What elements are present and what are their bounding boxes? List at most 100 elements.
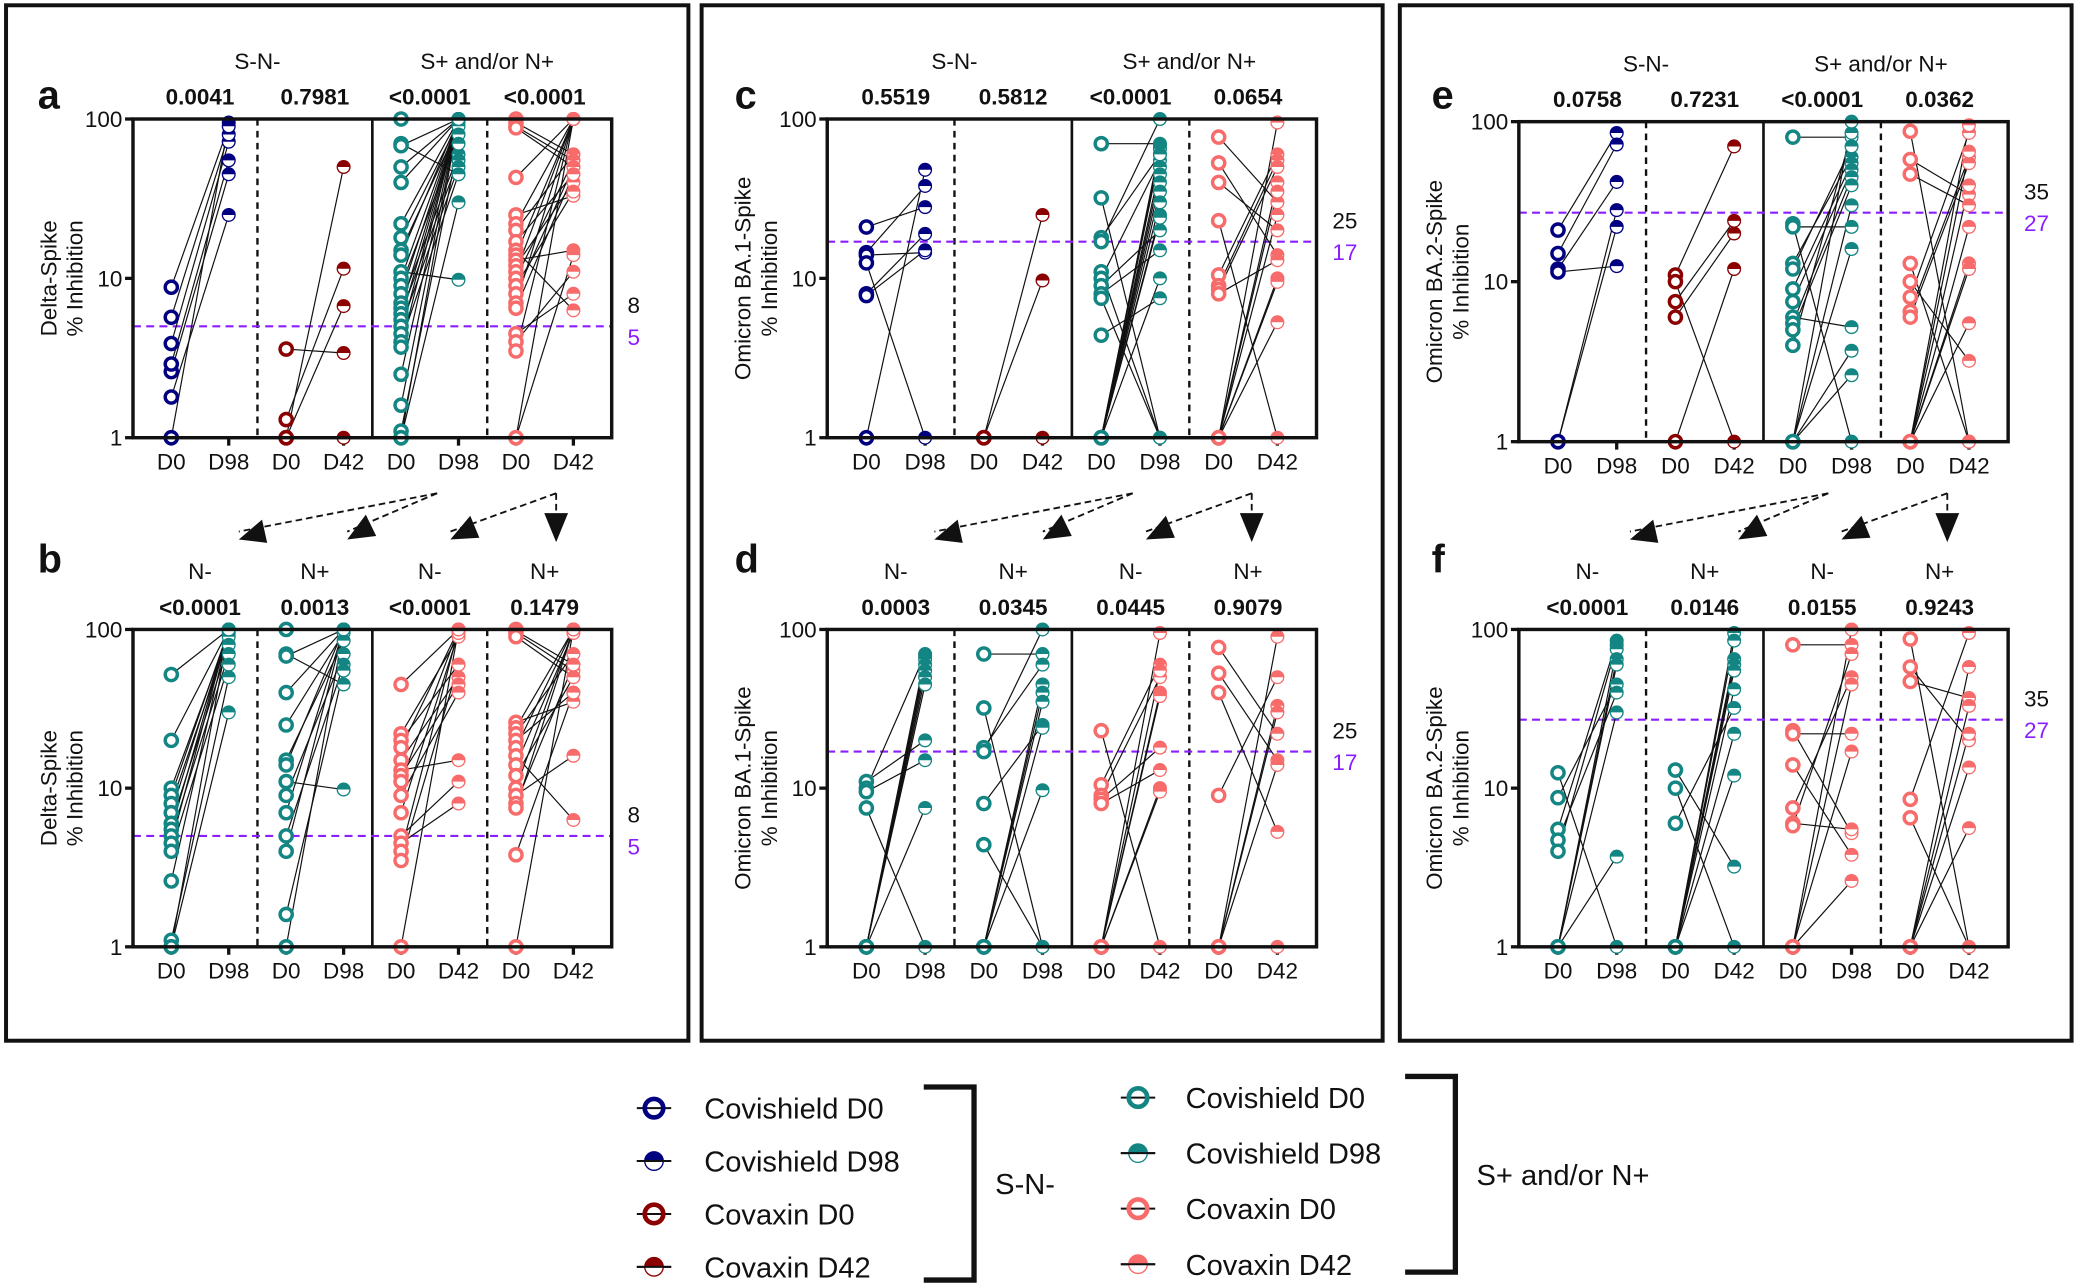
point-half-top: [1036, 678, 1049, 685]
pair-line: [286, 348, 344, 354]
point-half-top: [1153, 142, 1167, 149]
pair-line: [515, 632, 574, 672]
panel-b: b Delta-Spike% Inhibition 1 10 100 8 5 N- <0.000…: [36, 538, 640, 984]
point-half-top: [1610, 642, 1624, 650]
point-d0: [1785, 637, 1801, 653]
point-half-top: [1962, 821, 1976, 829]
x-tick-label: D42: [1948, 959, 1989, 984]
pair-line: [1909, 322, 1970, 442]
point-half-top: [222, 119, 236, 127]
point-d0: [163, 843, 180, 860]
pair-line: [1100, 696, 1161, 947]
threshold-label-upper: 35: [2024, 686, 2049, 711]
pair-line: [983, 727, 1044, 947]
point-half-top: [1845, 822, 1858, 830]
pair-line: [400, 629, 460, 852]
y-axis-label: Delta-Spike: [36, 730, 61, 846]
point-followup: [336, 782, 351, 797]
point-followup: [1609, 642, 1624, 657]
plot-area: [825, 117, 1319, 440]
subgroup-header: N+: [1233, 559, 1262, 584]
point-followup: [1844, 198, 1859, 213]
pair-line: [1100, 747, 1161, 800]
point-d0: [1785, 281, 1801, 297]
y-axis-label: % Inhibition: [757, 730, 782, 846]
pair-line: [1674, 146, 1735, 276]
point-followup: [566, 264, 581, 279]
point-d0: [1210, 174, 1227, 191]
point-half-top: [567, 160, 580, 167]
pair-line: [1792, 121, 1853, 442]
point-half-top: [1271, 224, 1284, 231]
point-half-top: [1153, 785, 1167, 792]
point-followup: [918, 178, 933, 193]
point-half-top: [918, 652, 932, 660]
point-half-top: [918, 658, 932, 665]
point-d0: [858, 219, 875, 235]
pair-line: [515, 629, 574, 748]
point-followup: [221, 207, 236, 222]
legend-bracket-label: S-N-: [995, 1169, 1055, 1201]
pair-line: [1100, 118, 1161, 242]
point-followup: [1727, 226, 1742, 241]
point-half-top: [918, 179, 932, 186]
group-header: S+ and/or N+: [1814, 51, 1948, 76]
point-followup: [1270, 253, 1285, 268]
point-half-top: [222, 670, 236, 678]
y-tick-label: 10: [1483, 270, 1508, 295]
point-followup: [1152, 740, 1167, 755]
panel-a: a Delta-Spike% Inhibition 1 10 100 8 5 S-N- S+ a…: [36, 49, 640, 475]
point-followup: [1844, 647, 1859, 662]
point-half-top: [1845, 198, 1858, 206]
legend-item: Covishield D0: [1120, 1083, 1365, 1115]
pair-line: [170, 629, 230, 741]
point-d0: [278, 828, 294, 844]
point-half-top: [452, 195, 465, 203]
point-half-top: [337, 160, 350, 167]
point-d0: [858, 800, 875, 816]
group-4: 0.0654 D0 D42: [1204, 84, 1298, 474]
point-d0: [1210, 639, 1227, 656]
pair-line: [1792, 822, 1852, 830]
plot-area: [1517, 627, 2010, 949]
y-tick-label: 100: [85, 107, 123, 132]
point-half-top: [1845, 727, 1858, 734]
x-tick-label: D0: [1204, 449, 1233, 474]
point-followup: [1844, 847, 1859, 862]
arrowhead-icon: [1738, 514, 1768, 540]
subgroup-header: N+: [1925, 559, 1954, 584]
point-d0: [1210, 129, 1227, 145]
point-d0: [278, 906, 294, 923]
pair-line: [1792, 223, 1853, 442]
x-tick-label: D42: [1022, 449, 1063, 474]
x-tick-label: D0: [272, 449, 301, 474]
point-half-top: [567, 148, 580, 155]
x-tick-label: D0: [1087, 959, 1116, 984]
panel-letter: e: [1432, 73, 1454, 117]
point-d0: [508, 169, 524, 186]
pair-line: [983, 707, 1044, 947]
pair-line: [866, 206, 926, 228]
pair-line: [1218, 322, 1278, 438]
point-half-top: [1036, 695, 1049, 702]
point-half-top: [1962, 262, 1976, 269]
point-half-top: [452, 128, 465, 135]
point-half-top: [452, 753, 465, 761]
p-value: <0.0001: [504, 84, 586, 109]
point-d0: [508, 767, 524, 784]
point-half-top: [1727, 701, 1741, 708]
point-half-top: [1610, 678, 1624, 685]
point-half-top: [1271, 208, 1284, 215]
point-followup: [566, 685, 581, 700]
point-followup: [1152, 763, 1167, 778]
point-followup: [1270, 159, 1285, 174]
point-d0: [278, 648, 294, 664]
pair-line: [1218, 166, 1278, 290]
point-followup: [566, 167, 581, 182]
pair-line: [1100, 278, 1161, 438]
point-d0: [393, 852, 409, 869]
subgroup-header: N-: [1119, 559, 1143, 584]
point-followup: [1035, 207, 1050, 222]
pair-line: [983, 280, 1044, 438]
point-followup: [1844, 744, 1859, 759]
